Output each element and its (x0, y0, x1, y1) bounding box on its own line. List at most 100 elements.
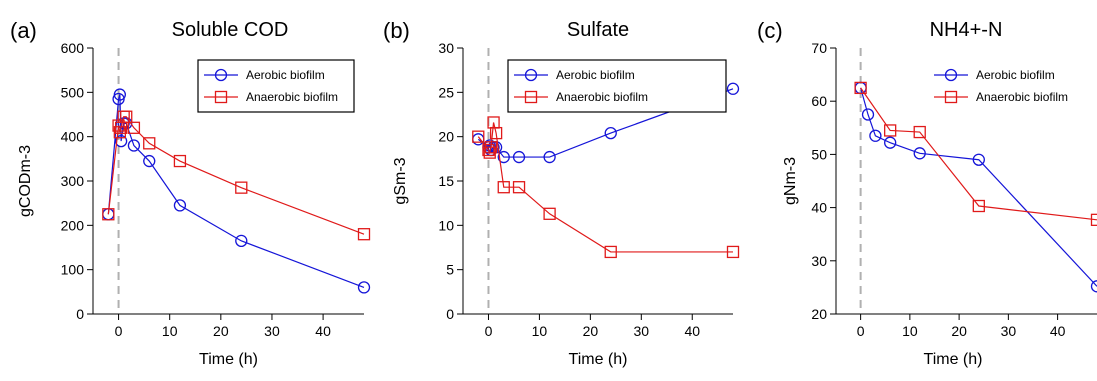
data-point-aerobic (357, 281, 371, 294)
data-point-aerobic (726, 82, 740, 95)
x-tick-label: 10 (162, 323, 178, 339)
y-tick-label: 70 (811, 40, 827, 56)
legend-swatch-marker (214, 68, 228, 82)
panel-label: (c) (757, 18, 783, 43)
data-point-aerobic (143, 154, 156, 168)
legend-label: Aerobic biofilm (246, 68, 325, 82)
legend-swatch-marker (944, 68, 958, 82)
y-tick-label: 5 (446, 262, 454, 278)
data-point-anaerobic (913, 125, 926, 139)
data-point-aerobic (235, 234, 248, 248)
x-tick-label: 0 (485, 323, 493, 339)
legend: Aerobic biofilm Anaerobic biofilm (934, 68, 1068, 104)
data-point-aerobic (869, 129, 882, 142)
legend-label: Anaerobic biofilm (556, 90, 648, 104)
y-tick-label: 20 (438, 129, 454, 145)
y-tick-label: 30 (438, 40, 454, 56)
data-point-anaerobic (482, 143, 495, 157)
data-point-anaerobic (726, 245, 740, 259)
legend-swatch-marker (944, 90, 958, 104)
legend-label: Anaerobic biofilm (976, 90, 1068, 104)
y-tick-label: 20 (811, 306, 827, 322)
data-point-anaerobic (543, 207, 556, 220)
chart-panel-a: (a) Soluble COD 0 100 200 300 400 500 600 0 10 20 30… (10, 18, 371, 368)
data-point-anaerobic (235, 181, 248, 194)
data-point-aerobic (913, 147, 926, 160)
data-point-anaerobic (357, 228, 371, 241)
y-axis-label: gSm-3 (392, 157, 409, 204)
y-tick-label: 30 (811, 253, 827, 269)
series-group (102, 88, 371, 294)
data-point-aerobic (113, 88, 126, 101)
y-axis-label: gCODm-3 (17, 145, 34, 217)
y-tick-label: 200 (61, 217, 85, 233)
y-tick-label: 500 (61, 84, 85, 100)
legend-label: Aerobic biofilm (976, 68, 1055, 82)
data-point-anaerobic (604, 245, 617, 259)
chart-title: Sulfate (567, 19, 629, 41)
legend-box (197, 59, 355, 113)
data-point-aerobic (497, 150, 510, 164)
y-tick-label: 600 (61, 40, 85, 56)
data-point-anaerobic (1090, 213, 1097, 226)
x-tick-label: 30 (1001, 323, 1017, 339)
x-tick-label: 20 (951, 323, 967, 339)
data-point-aerobic (127, 139, 141, 152)
data-point-anaerobic (120, 110, 133, 123)
data-point-anaerobic (127, 121, 141, 134)
data-point-aerobic (543, 150, 556, 164)
data-point-aerobic (604, 126, 617, 140)
legend-swatch-marker (214, 90, 228, 104)
series-line-anaerobic (107, 116, 365, 235)
y-tick-label: 10 (438, 217, 454, 233)
data-point-aerobic (114, 134, 128, 148)
data-point-anaerobic (854, 81, 867, 95)
chart-title: Soluble COD (172, 19, 289, 41)
x-tick-label: 10 (532, 323, 548, 339)
panel-label: (a) (10, 18, 37, 43)
x-axis-label: Time (h) (569, 351, 628, 368)
series-group (472, 82, 740, 259)
y-tick-label: 300 (61, 173, 85, 189)
x-axis-label: Time (h) (924, 351, 983, 368)
y-tick-label: 15 (438, 173, 454, 189)
chart-panel-b: (b) Sulfate 0 5 10 15 20 25 30 0 10 20 30 40 Time (h) g… (383, 18, 740, 368)
data-point-aerobic (884, 136, 897, 149)
data-point-aerobic (1090, 280, 1097, 293)
legend-box (507, 59, 727, 113)
legend-swatch-marker (524, 68, 538, 82)
y-tick-label: 25 (438, 84, 454, 100)
y-tick-label: 40 (811, 200, 827, 216)
data-point-anaerobic (489, 126, 503, 140)
y-axis-label: gNm-3 (782, 157, 799, 205)
panel-label: (b) (383, 18, 410, 43)
legend-swatch-marker (524, 90, 538, 104)
y-tick-label: 400 (61, 129, 85, 145)
x-tick-label: 30 (634, 323, 650, 339)
data-point-anaerobic (143, 137, 156, 150)
data-point-anaerobic (472, 130, 485, 143)
series-line-aerobic (860, 87, 1097, 287)
series-line-anaerobic (860, 87, 1097, 221)
y-tick-label: 0 (76, 306, 84, 322)
data-point-anaerobic (113, 126, 126, 139)
data-point-anaerobic (484, 141, 498, 154)
series-group (854, 81, 1097, 293)
chart-title: NH4+-N (930, 19, 1003, 41)
x-tick-label: 10 (902, 323, 918, 339)
legend: Aerobic biofilm Anaerobic biofilm (197, 59, 355, 113)
legend: Aerobic biofilm Anaerobic biofilm (507, 59, 727, 113)
data-point-anaerobic (884, 124, 897, 137)
x-tick-label: 40 (315, 323, 331, 339)
data-point-aerobic (173, 199, 187, 212)
data-point-anaerobic (512, 181, 526, 194)
y-tick-label: 0 (446, 306, 454, 322)
x-tick-label: 0 (857, 323, 865, 339)
legend-label: Aerobic biofilm (556, 68, 635, 82)
series-line-anaerobic (477, 122, 733, 253)
x-tick-label: 20 (583, 323, 599, 339)
y-tick-label: 60 (811, 93, 827, 109)
x-tick-label: 0 (115, 323, 123, 339)
data-point-aerobic (861, 108, 875, 121)
